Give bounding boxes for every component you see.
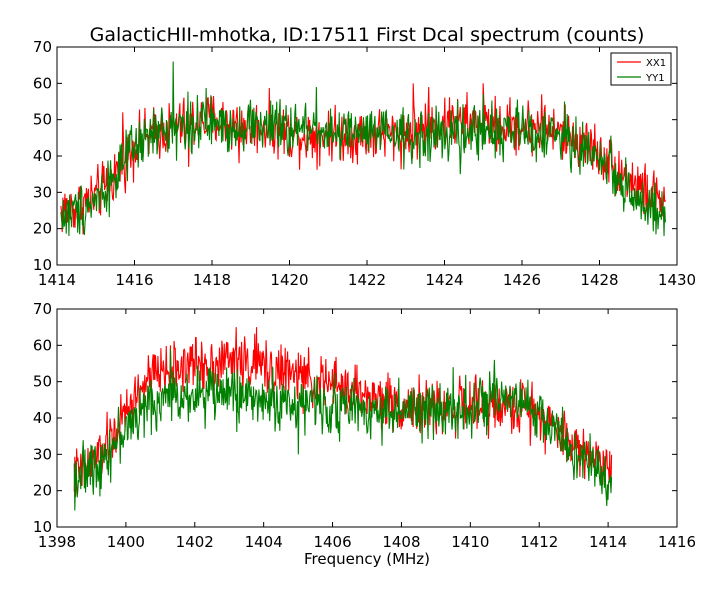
- legend-label-xx1: XX1: [646, 58, 666, 69]
- x-tick-label: 1416: [658, 533, 696, 551]
- x-tick-label: 1430: [658, 271, 696, 289]
- y-tick-label: 40: [33, 147, 52, 165]
- x-tick-label: 1422: [348, 271, 386, 289]
- y-tick-label: 50: [33, 373, 52, 391]
- x-tick-label: 1406: [313, 533, 351, 551]
- x-tick-label: 1398: [38, 533, 76, 551]
- legend-label-yy1: YY1: [645, 73, 665, 84]
- y-tick-label: 10: [33, 518, 52, 536]
- x-tick-label: 1412: [520, 533, 558, 551]
- y-tick-label: 30: [33, 183, 52, 201]
- series-line-yy1-plot2: [73, 348, 613, 511]
- y-tick-label: 30: [33, 445, 52, 463]
- y-tick-label: 40: [33, 409, 52, 427]
- x-tick-label: 1402: [176, 533, 214, 551]
- y-tick-label: 20: [33, 482, 52, 500]
- subplot-2: 1398 1400 1402 1404 1406 1408 1410 1412 1414 1416…: [33, 300, 696, 568]
- y-tick-label: 60: [33, 336, 52, 354]
- subplot-1: 1414 1416 1418 1420 1422 1424 1426 1428 1430 10 20…: [33, 38, 696, 289]
- x-tick-label: 1408: [382, 533, 420, 551]
- x-axis-label: Frequency (MHz): [304, 550, 430, 568]
- series-line-yy1-plot1: [60, 61, 666, 236]
- x-tick-label: 1410: [451, 533, 489, 551]
- x-tick-label: 1416: [115, 271, 153, 289]
- x-tick-label: 1418: [193, 271, 231, 289]
- y-tick-label: 10: [33, 256, 52, 274]
- chart-title: GalacticHII-mhotka, ID:17511 First Dcal …: [90, 24, 645, 46]
- legend-box: [610, 52, 672, 86]
- y-tick-label: 50: [33, 111, 52, 129]
- x-tick-label: 1426: [503, 271, 541, 289]
- y-tick-label: 70: [33, 300, 52, 318]
- x-tick-label: 1420: [270, 271, 308, 289]
- x-tick-label: 1424: [425, 271, 463, 289]
- x-tick-label: 1400: [107, 533, 145, 551]
- x-tick-label: 1428: [580, 271, 618, 289]
- x-tick-label: 1414: [589, 533, 627, 551]
- y-tick-label: 70: [33, 38, 52, 56]
- x-tick-label: 1414: [38, 271, 76, 289]
- y-tick-label: 60: [33, 74, 52, 92]
- y-tick-label: 20: [33, 220, 52, 238]
- x-tick-label: 1404: [245, 533, 283, 551]
